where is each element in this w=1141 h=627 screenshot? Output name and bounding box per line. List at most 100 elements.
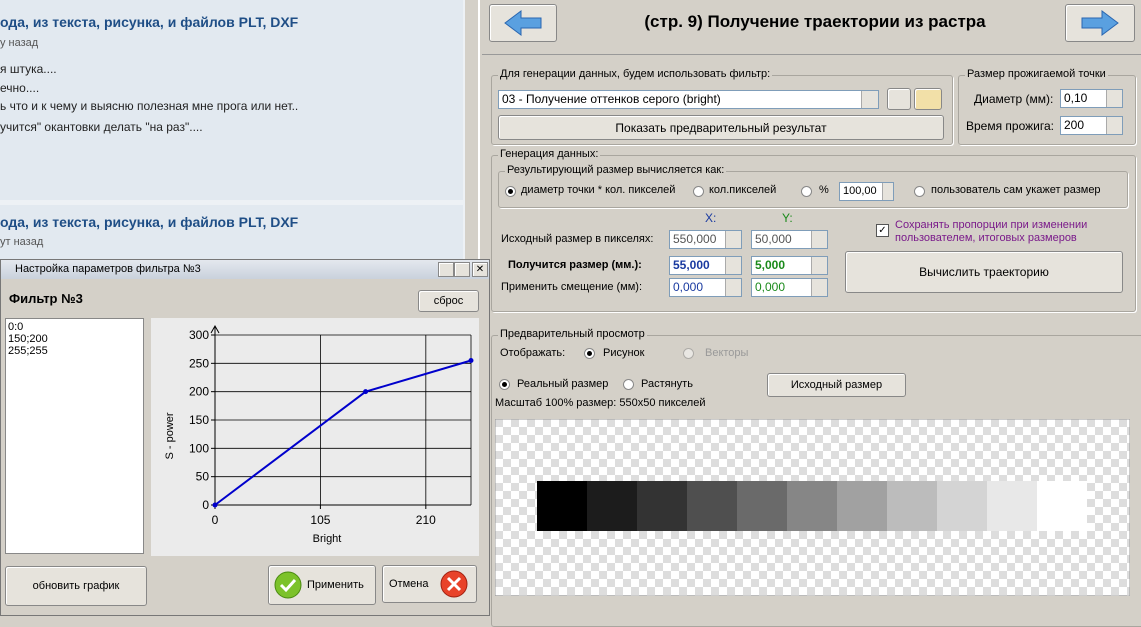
ok-icon bbox=[274, 571, 302, 599]
option: диаметр точки * кол. пикселей bbox=[521, 184, 676, 196]
spinner[interactable] bbox=[725, 257, 741, 274]
x-tick-label: 0 bbox=[212, 513, 219, 527]
post-line: учится" окантовки делать "на раз".... bbox=[0, 120, 203, 134]
radio[interactable] bbox=[499, 379, 510, 390]
y-header: Y: bbox=[782, 211, 793, 225]
burn-group: Размер прожигаемой точки Диаметр (мм): 0… bbox=[958, 68, 1136, 145]
spinner[interactable] bbox=[725, 279, 741, 296]
filter-group: Для генерации данных, будем использовать… bbox=[491, 68, 953, 145]
maximize[interactable] bbox=[454, 262, 470, 277]
input-text: 0,10 bbox=[1064, 91, 1088, 105]
combo-text: 03 - Получение оттенков серого (bright) bbox=[502, 92, 721, 106]
button-text: обновить график bbox=[32, 580, 120, 592]
input[interactable]: 0,000 bbox=[669, 278, 742, 297]
page-title: (стр. 9) Получение траектории из растра bbox=[644, 12, 986, 31]
edit-button[interactable] bbox=[914, 88, 942, 110]
button-text: Применить bbox=[307, 579, 364, 591]
dialog-title: Настройка параметров фильтра №3 bbox=[15, 263, 201, 275]
preview-group: Предварительный просмотр Отображать: Рис… bbox=[491, 328, 1141, 627]
cancel-button[interactable]: Отмена bbox=[382, 565, 477, 603]
list-item[interactable]: 0:0 bbox=[8, 321, 24, 333]
list-item[interactable]: 255;255 bbox=[8, 345, 48, 357]
arrow-icon bbox=[1081, 10, 1119, 36]
dialog-heading: Фильтр №3 bbox=[9, 291, 83, 306]
list-item[interactable]: 150;200 bbox=[8, 333, 48, 345]
radio[interactable] bbox=[801, 186, 812, 197]
label: Время прожига: bbox=[966, 119, 1054, 133]
spinner[interactable] bbox=[882, 183, 893, 200]
preview-button[interactable]: Показать предварительный результат bbox=[498, 115, 944, 140]
label: Отображать: bbox=[500, 347, 566, 359]
axis-arrow bbox=[210, 324, 220, 334]
original-size-button[interactable]: Исходный размер bbox=[767, 373, 906, 397]
y-tick-label: 100 bbox=[189, 441, 209, 455]
spinner[interactable] bbox=[811, 257, 827, 274]
button-text: Отмена bbox=[389, 578, 429, 590]
data-point bbox=[468, 358, 474, 363]
data-point bbox=[363, 389, 369, 395]
reset-button[interactable]: сброс bbox=[418, 290, 479, 312]
group-label: Для генерации данных, будем использовать… bbox=[498, 68, 773, 80]
y-tick-label: 250 bbox=[189, 356, 209, 370]
time-input[interactable]: 200 bbox=[1060, 116, 1123, 135]
input[interactable]: 50,000 bbox=[751, 230, 828, 249]
spinner[interactable] bbox=[725, 231, 741, 248]
points-list[interactable]: 0:0 150;200 255;255 bbox=[5, 318, 144, 554]
radio[interactable] bbox=[693, 186, 704, 197]
spinner[interactable] bbox=[1106, 90, 1122, 107]
option: Векторы bbox=[705, 347, 749, 359]
generation-group: Генерация данных: Результирующий размер … bbox=[491, 148, 1136, 312]
spinner[interactable] bbox=[811, 231, 827, 248]
x-header: X: bbox=[705, 211, 717, 225]
input[interactable]: 5,000 bbox=[751, 256, 828, 275]
filter-dialog: Настройка параметров фильтра №3 ✕ Фильтр… bbox=[0, 259, 490, 616]
post-title[interactable]: ода, из текста, рисунка, и файлов PLT, D… bbox=[0, 14, 299, 30]
arrow-icon bbox=[504, 10, 542, 36]
diameter-input[interactable]: 0,10 bbox=[1060, 89, 1123, 108]
y-tick-label: 50 bbox=[196, 470, 210, 484]
input[interactable]: 55,000 bbox=[669, 256, 742, 275]
next-button[interactable] bbox=[1065, 4, 1135, 42]
apply-button[interactable]: Применить bbox=[268, 565, 376, 605]
radio[interactable] bbox=[505, 186, 516, 197]
label: Применить смещение (мм): bbox=[501, 281, 643, 293]
y-tick-label: 200 bbox=[189, 385, 209, 399]
radio[interactable] bbox=[623, 379, 634, 390]
group-label: Результирующий размер вычисляется как: bbox=[505, 164, 727, 176]
spinner[interactable] bbox=[1106, 117, 1122, 134]
close[interactable]: ✕ bbox=[472, 262, 488, 277]
minimize[interactable] bbox=[438, 262, 454, 277]
combo-arrow[interactable] bbox=[861, 91, 878, 108]
input-text: 200 bbox=[1064, 118, 1085, 132]
input[interactable]: 0,000 bbox=[751, 278, 828, 297]
help-button[interactable] bbox=[887, 88, 911, 110]
label: Диаметр (мм): bbox=[974, 92, 1054, 106]
post-time: у назад bbox=[0, 37, 39, 49]
radio[interactable] bbox=[683, 348, 694, 359]
button-text: Показать предварительный результат bbox=[615, 120, 827, 135]
post-title[interactable]: ода, из текста, рисунка, и файлов PLT, D… bbox=[0, 214, 299, 230]
button-text: Вычислить траекторию bbox=[919, 265, 1049, 279]
preview-image bbox=[495, 419, 1130, 596]
back-button[interactable] bbox=[489, 4, 557, 42]
post-time: ут назад bbox=[0, 236, 44, 248]
label: Исходный размер в пикселях: bbox=[501, 233, 654, 245]
filter-combo[interactable]: 03 - Получение оттенков серого (bright) bbox=[498, 90, 879, 109]
spinner[interactable] bbox=[811, 279, 827, 296]
x-tick-label: 105 bbox=[310, 513, 330, 527]
refresh-button[interactable]: обновить график bbox=[5, 566, 147, 606]
y-tick-label: 150 bbox=[189, 413, 209, 427]
radio[interactable] bbox=[914, 186, 925, 197]
post-line: я штука.... bbox=[0, 62, 57, 76]
percent-input[interactable]: 100,00 bbox=[839, 182, 894, 201]
checkbox[interactable]: ✓ bbox=[876, 224, 889, 237]
input-text: 100,00 bbox=[843, 185, 877, 197]
post: ода, из текста, рисунка, и файлов PLT, D… bbox=[0, 0, 463, 200]
input[interactable]: 550,000 bbox=[669, 230, 742, 249]
option: Реальный размер bbox=[517, 378, 609, 390]
radio[interactable] bbox=[584, 348, 595, 359]
input-text: 0,000 bbox=[673, 280, 704, 294]
main-window: (стр. 9) Получение траектории из растра … bbox=[478, 0, 1141, 627]
compute-button[interactable]: Вычислить траекторию bbox=[845, 251, 1123, 293]
